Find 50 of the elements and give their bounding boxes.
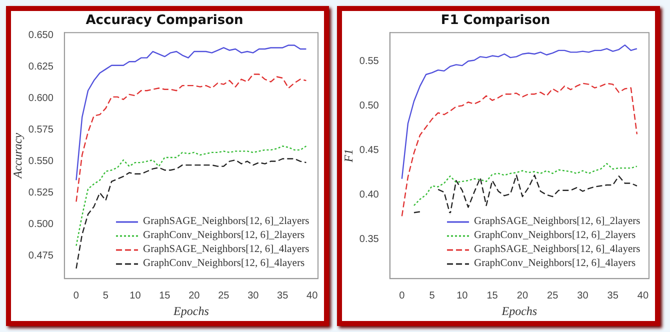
x-tick-label: 15 — [159, 290, 171, 302]
y-axis-title: Accuracy — [10, 132, 24, 180]
x-tick-label: 40 — [637, 290, 649, 302]
x-tick-label: 25 — [218, 290, 230, 302]
x-tick-label: 5 — [429, 290, 436, 302]
x-axis-title: Epochs — [172, 304, 210, 318]
y-tick-label: 0.500 — [28, 219, 54, 230]
x-tick-label: 0 — [73, 290, 80, 302]
y-tick-label: 0.55 — [359, 56, 380, 67]
x-tick-label: 25 — [547, 290, 559, 302]
x-tick-label: 5 — [102, 290, 109, 302]
y-tick-label: 0.650 — [28, 30, 54, 41]
x-tick-label: 30 — [248, 290, 260, 302]
legend-label: GraphConv_Neighbors[12, 6]_4layers — [474, 256, 636, 271]
line-series — [76, 146, 307, 246]
x-tick-label: 35 — [277, 290, 289, 302]
y-tick-label: 0.525 — [28, 188, 54, 199]
y-tick-label: 0.35 — [359, 234, 380, 246]
y-tick-label: 0.40 — [359, 190, 380, 201]
y-tick-label: 0.45 — [359, 145, 380, 156]
x-tick-label: 40 — [306, 290, 318, 302]
legend-label: GraphConv_Neighbors[12, 6]_2layers — [474, 228, 636, 243]
x-tick-label: 0 — [399, 290, 406, 302]
line-series — [76, 74, 307, 202]
chart-title: Accuracy Comparison — [86, 13, 244, 28]
x-tick-label: 20 — [188, 290, 200, 302]
x-tick-label: 30 — [577, 290, 589, 302]
y-tick-label: 0.550 — [28, 156, 54, 168]
legend-label: GraphSAGE_Neighbors[12, 6]_4layers — [474, 242, 640, 257]
x-tick-label: 10 — [456, 290, 468, 302]
y-tick-label: 0.625 — [28, 61, 54, 72]
y-tick-label: 0.475 — [28, 250, 54, 262]
legend-label: GraphSAGE_Neighbors[12, 6]_2layers — [474, 214, 640, 229]
chart-title: F1 Comparison — [440, 13, 550, 28]
legend-label: GraphConv_Neighbors[12, 6]_2layers — [143, 228, 305, 243]
y-tick-label: 0.600 — [28, 92, 54, 104]
legend-label: GraphSAGE_Neighbors[12, 6]_2layers — [143, 214, 310, 229]
line-series — [76, 158, 307, 270]
line-series — [413, 163, 638, 206]
x-tick-label: 10 — [130, 290, 142, 302]
line-series — [401, 82, 638, 217]
legend-label: GraphConv_Neighbors[12, 6]_4layers — [143, 256, 305, 271]
y-axis-title: F1 — [341, 148, 356, 164]
x-tick-label: 20 — [516, 290, 528, 302]
legend-label: GraphSAGE_Neighbors[12, 6]_4layers — [143, 242, 310, 257]
x-tick-label: 35 — [607, 290, 619, 302]
x-axis-title: Epochs — [500, 304, 538, 318]
y-tick-label: 0.575 — [28, 124, 54, 136]
y-tick-label: 0.50 — [359, 100, 380, 112]
x-tick-label: 15 — [486, 290, 498, 302]
